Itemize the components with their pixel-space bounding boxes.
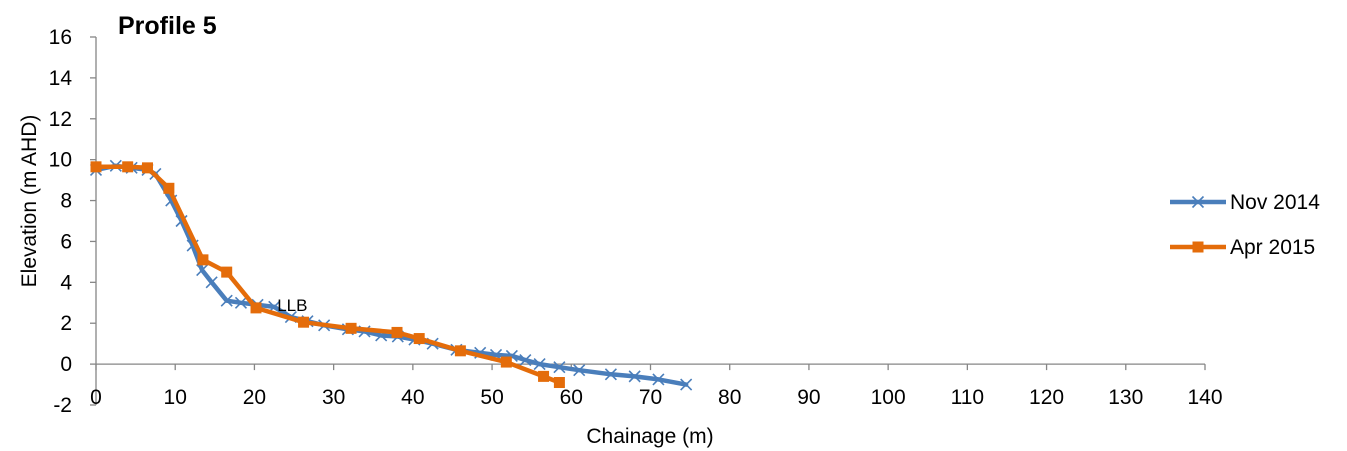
y-tick-label: 6 [60, 230, 72, 253]
x-tick-label: 0 [90, 386, 102, 409]
legend-item: Nov 2014 [1170, 191, 1320, 214]
data-point [533, 358, 546, 371]
data-point [553, 377, 565, 389]
x-tick-label: 10 [164, 386, 187, 409]
x-tick-label: 60 [560, 386, 583, 409]
x-tick-label: 100 [871, 386, 906, 409]
x-tick-label: 30 [322, 386, 345, 409]
x-tick-label: 120 [1029, 386, 1064, 409]
data-point [122, 161, 134, 173]
x-tick-label: 50 [480, 386, 503, 409]
data-point [234, 296, 248, 309]
series-line [93, 163, 689, 387]
annotation-label: LLB [277, 296, 307, 315]
data-point [500, 356, 512, 368]
y-tick-label: 16 [49, 26, 72, 49]
data-point [298, 316, 310, 328]
legend-label: Nov 2014 [1230, 191, 1320, 214]
legend-item: Apr 2015 [1170, 236, 1315, 259]
data-point [250, 302, 262, 314]
data-point [141, 162, 153, 174]
x-axis: 0 10 20 30 40 50 60 70 80 90 100 110 120 130 140 [90, 363, 1223, 409]
x-axis-title: Chainage (m) [586, 425, 713, 448]
data-point [604, 368, 617, 381]
y-tick-label: 8 [60, 190, 72, 213]
data-point [628, 370, 641, 383]
data-point [163, 182, 175, 194]
y-tick-label: 0 [60, 353, 72, 376]
x-tick-label: 90 [797, 386, 820, 409]
data-point [519, 353, 532, 367]
data-point [197, 254, 209, 266]
data-point [391, 326, 403, 338]
series-group [89, 159, 693, 391]
y-tick-label: -2 [53, 394, 72, 417]
x-tick-label: 130 [1108, 386, 1143, 409]
legend: Nov 2014 Apr 2015 [1170, 191, 1320, 259]
data-point [573, 364, 586, 377]
series-line [93, 164, 562, 385]
data-point [205, 276, 218, 289]
legend-swatch-marker [1192, 241, 1204, 253]
data-point [90, 161, 102, 173]
series-apr-2015 [90, 161, 565, 389]
data-point [652, 373, 665, 386]
x-tick-label: 80 [718, 386, 741, 409]
legend-label: Apr 2015 [1230, 236, 1315, 259]
y-tick-label: 2 [60, 312, 72, 335]
y-axis-title: Elevation (m AHD) [18, 115, 41, 288]
data-point [680, 378, 693, 391]
data-point [196, 264, 209, 277]
x-tick-label: 140 [1187, 386, 1222, 409]
chart-title: Profile 5 [118, 12, 217, 40]
data-point [454, 345, 466, 357]
data-point [413, 333, 425, 345]
y-tick-label: 10 [49, 149, 72, 172]
data-point [538, 370, 550, 382]
x-tick-label: 40 [401, 386, 424, 409]
y-tick-label: 4 [60, 271, 72, 294]
annotations: LLB [277, 296, 307, 315]
x-tick-label: 70 [639, 386, 662, 409]
data-point [553, 361, 566, 374]
x-tick-label: 110 [951, 386, 984, 409]
y-tick-label: 12 [49, 108, 72, 131]
data-point [220, 294, 233, 307]
y-tick-label: 14 [49, 67, 73, 90]
legend-swatch-marker [1191, 195, 1205, 209]
data-point [345, 322, 357, 334]
x-tick-label: 20 [243, 386, 266, 409]
y-axis: -2 0 2 4 6 8 10 12 14 16 [49, 26, 97, 417]
data-point [221, 266, 233, 278]
series-nov-2014 [89, 159, 693, 391]
